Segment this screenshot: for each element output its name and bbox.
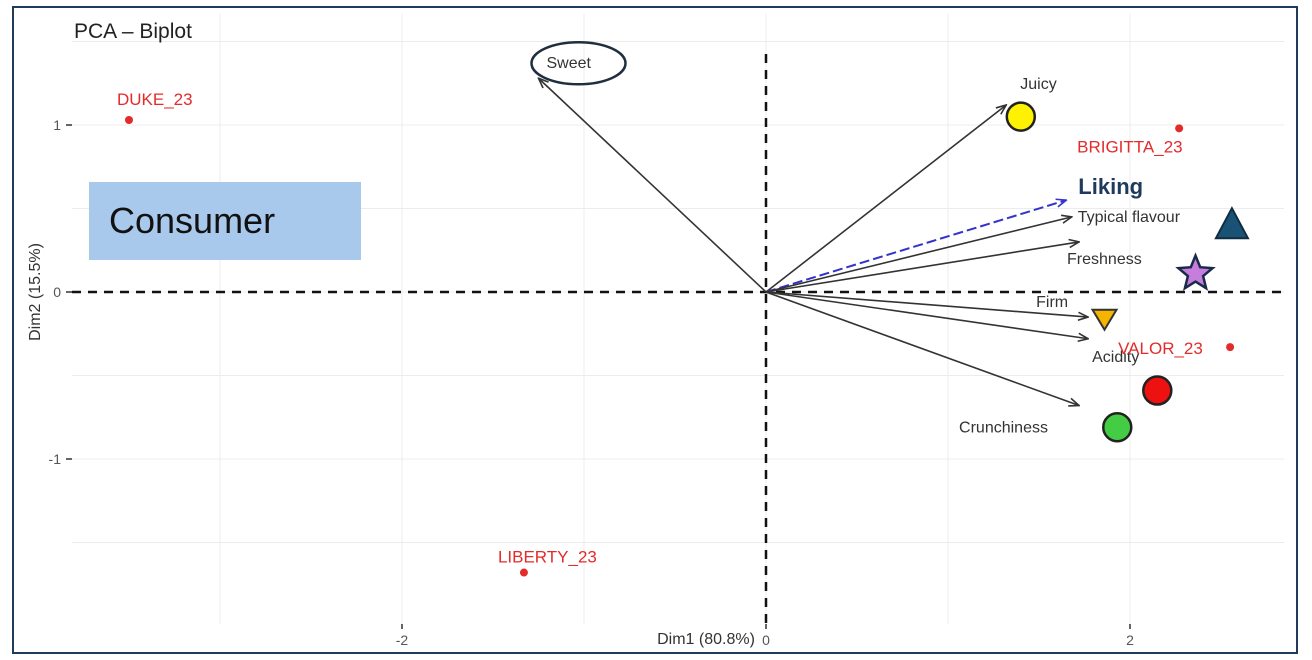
arrow-crunchiness [765, 291, 1079, 406]
chart-frame: -2 0 2 1 0 -1 Dim1 (80.8%) Dim2 (15.5%) Sweet Jui… [12, 6, 1298, 654]
arrow-firm [765, 291, 1088, 317]
marker-triangle-down-4 [1090, 308, 1119, 332]
pca-biplot: -2 0 2 1 0 -1 Dim1 (80.8%) Dim2 (15.5%) Sweet Jui… [27, 14, 1284, 648]
y-tick-label: -1 [49, 451, 62, 467]
x-tick-label: -2 [396, 632, 409, 648]
arrow-juicy [765, 105, 1006, 293]
marker-circle-5 [1142, 375, 1173, 406]
consumer-label: Consumer [109, 200, 276, 241]
variable-label-acidity: Acidity [1092, 349, 1139, 366]
consumer-label-box: Consumer [89, 182, 361, 260]
x-tick-label: 0 [762, 632, 770, 648]
point-liberty_23 [519, 568, 528, 577]
chart-title: PCA – Biplot [74, 20, 192, 43]
variable-label-sweet: Sweet [547, 55, 592, 72]
point-label-liberty_23: LIBERTY_23 [498, 548, 597, 567]
point-valor_23 [1226, 343, 1235, 352]
y-axis-label: Dim2 (15.5%) [27, 243, 44, 341]
sweet-highlight-ellipse [530, 40, 627, 86]
y-tick-label: 0 [53, 284, 61, 300]
arrow-acidity [765, 291, 1088, 339]
point-label-valor_23: VALOR_23 [1118, 339, 1203, 358]
marker-circle-1 [1005, 101, 1037, 132]
variable-label-freshness: Freshness [1067, 251, 1142, 268]
variable-label-typical-flavour: Typical flavour [1078, 209, 1181, 226]
variable-label-juicy: Juicy [1020, 76, 1056, 93]
point-label-duke_23: DUKE_23 [117, 90, 193, 109]
point-label-brigitta_23: BRIGITTA_23 [1077, 137, 1183, 156]
x-tick-label: 2 [1126, 632, 1134, 648]
point-duke_23 [125, 115, 133, 124]
arrow-freshness [765, 242, 1079, 293]
marker-star-3 [1175, 252, 1216, 291]
arrow-liking [765, 200, 1066, 293]
point-brigitta_23 [1175, 124, 1184, 133]
y-tick-label: 1 [53, 117, 61, 133]
marker-triangle-up-2 [1214, 206, 1250, 240]
variable-label-firm: Firm [1036, 294, 1068, 311]
variable-label-liking: Liking [1078, 174, 1143, 199]
variable-label-crunchiness: Crunchiness [959, 420, 1048, 437]
arrow-sweet [539, 78, 767, 293]
marker-circle-6 [1102, 412, 1133, 443]
x-axis-label: Dim1 (80.8%) [657, 631, 755, 648]
arrow-typical-flavour [765, 217, 1072, 293]
